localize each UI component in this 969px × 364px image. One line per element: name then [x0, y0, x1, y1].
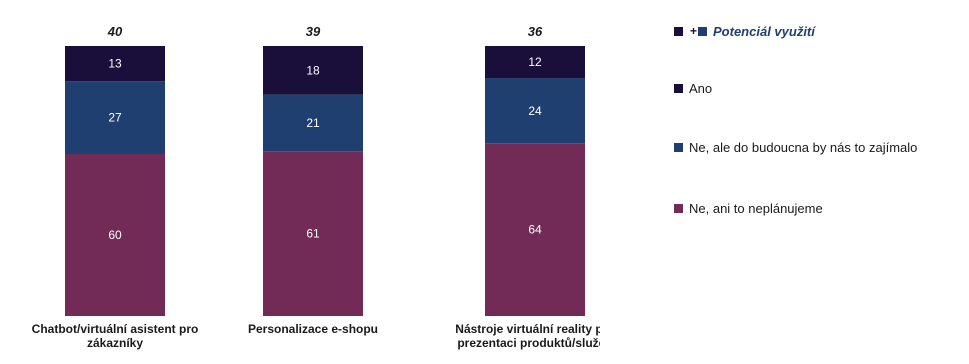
legend-swatch-zajimalo: [698, 26, 708, 36]
data-label: 18: [306, 63, 320, 77]
legend-label-zajimalo: Ne, ale do budoucna by nás to zajímalo: [689, 139, 918, 155]
bar-segment: [485, 46, 585, 79]
legend-item-potential: + Potenciál využití: [674, 22, 815, 40]
bar-segment: [485, 78, 585, 144]
category-label: Nástroje virtuální reality pro: [455, 322, 600, 336]
legend-label-neplanujeme: Ne, ani to neplánujeme: [689, 200, 823, 216]
legend-item-zajimalo: Ne, ale do budoucna by nás to zajímalo: [674, 138, 917, 156]
legend-label-potential: Potenciál využití: [713, 23, 815, 39]
bar-segment: [65, 81, 165, 154]
legend-swatch: [674, 203, 683, 213]
total-label: 39: [306, 24, 321, 39]
bar-segment: [65, 46, 165, 82]
legend-swatch-ano: [674, 26, 683, 36]
category-label: zákazníky: [87, 336, 143, 350]
bar-segment: [65, 154, 165, 316]
legend-swatch: [674, 83, 683, 93]
data-label: 61: [306, 227, 320, 241]
bar-segment: [263, 151, 363, 316]
data-label: 13: [108, 57, 122, 71]
data-label: 60: [108, 228, 122, 242]
data-label: 21: [306, 116, 320, 130]
total-label: 36: [528, 24, 543, 39]
category-label: Personalizace e-shopu: [248, 322, 378, 336]
legend-swatch: [674, 142, 683, 152]
bar-segment: [263, 94, 363, 152]
category-label: prezentaci produktů/služeb: [457, 336, 600, 350]
legend-label-ano: Ano: [689, 80, 713, 96]
legend-item-ano: Ano: [674, 79, 712, 97]
legend-item-neplanujeme: Ne, ani to neplánujeme: [674, 199, 823, 217]
legend-plus-sign: +: [690, 24, 698, 38]
stacked-bar-chart: 13 27 60 40 Chatbot/virtuální asistent prozá…: [32, 24, 600, 350]
bar-segment: [263, 46, 363, 95]
data-label: 24: [528, 104, 542, 118]
category-label: Chatbot/virtuální asistent pro: [32, 322, 199, 336]
data-label: 64: [528, 223, 542, 237]
data-label: 12: [528, 55, 542, 69]
bar-segment: [485, 143, 585, 316]
total-label: 40: [107, 24, 123, 39]
data-label: 27: [108, 111, 122, 125]
